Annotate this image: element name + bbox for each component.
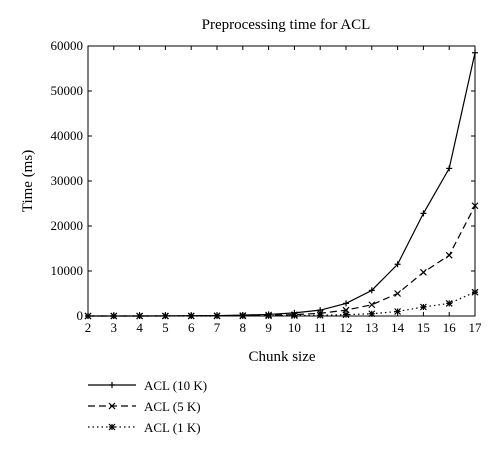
x-tick-label: 7 <box>214 320 221 335</box>
series-2-point <box>419 268 427 276</box>
series-3-point <box>290 312 298 319</box>
series-line-3 <box>88 291 476 317</box>
x-tick-label: 17 <box>469 320 483 335</box>
series-2-point <box>394 290 402 297</box>
x-tick-label: 10 <box>288 320 301 335</box>
x-tick-label: 8 <box>240 320 247 335</box>
series-1-point <box>368 287 375 294</box>
series-3-point <box>419 303 427 311</box>
x-tick-label: 12 <box>340 320 353 335</box>
series-line-1 <box>88 52 476 317</box>
x-tick-label: 13 <box>365 320 378 335</box>
x-tick-label: 14 <box>391 320 405 335</box>
series-3-point <box>342 311 350 319</box>
x-tick-label: 9 <box>265 320 272 335</box>
series-2-point <box>368 301 376 309</box>
x-axis-label: Chunk size <box>248 349 315 365</box>
x-ticks: 2 3 4 5 6 7 8 9 10 11 12 13 14 15 16 17 <box>85 46 482 335</box>
series-3-point <box>239 312 247 320</box>
chart-title: Preprocessing time for ACL <box>202 17 371 33</box>
series-1-point <box>317 307 324 314</box>
series-1-point <box>472 49 478 56</box>
legend-marker-1 <box>109 382 115 388</box>
series-group <box>84 49 479 320</box>
legend-marker-3 <box>108 423 116 431</box>
series-3-point <box>213 312 221 320</box>
y-tick-label: 40000 <box>51 128 84 143</box>
series-2-point <box>445 251 453 259</box>
series-3-point <box>394 308 402 315</box>
series-3-point <box>110 312 118 320</box>
y-tick-label: 60000 <box>51 38 84 53</box>
x-tick-label: 4 <box>136 320 143 335</box>
x-tick-label: 2 <box>85 320 92 335</box>
x-tick-label: 15 <box>417 320 430 335</box>
series-line-2 <box>88 205 476 317</box>
series-3-point <box>471 288 479 296</box>
series-2-point <box>471 202 479 210</box>
series-3-point <box>187 312 195 320</box>
series-3-point <box>265 312 273 320</box>
plot-frame <box>87 45 476 317</box>
legend-label-1: ACL (10 K) <box>144 378 207 393</box>
x-tick-label: 11 <box>314 320 327 335</box>
x-tick-label: 6 <box>188 320 195 335</box>
y-tick-label: 30000 <box>51 173 84 188</box>
x-tick-label: 16 <box>443 320 457 335</box>
series-3-point <box>136 312 144 320</box>
legend-label-2: ACL (5 K) <box>144 399 201 414</box>
legend-label-3: ACL (1 K) <box>144 420 201 435</box>
series-1-point <box>420 210 427 217</box>
y-tick-label: 10000 <box>51 263 84 278</box>
series-1-point <box>343 300 349 307</box>
y-tick-label: 20000 <box>51 218 84 233</box>
series-3-point <box>84 312 92 320</box>
x-tick-label: 3 <box>111 320 118 335</box>
series-1-point <box>394 261 401 268</box>
legend-marker-2 <box>108 402 116 410</box>
x-tick-label: 5 <box>162 320 169 335</box>
y-tick-label: 50000 <box>51 83 84 98</box>
series-3-point <box>368 310 376 318</box>
legend: ACL (10 K) ACL (5 K) ACL (1 K) <box>88 378 207 435</box>
series-1-point <box>446 165 453 172</box>
series-3-point <box>445 299 453 307</box>
y-axis-label: Time (ms) <box>20 150 36 212</box>
series-3-point <box>161 312 169 320</box>
y-ticks: 0 10000 20000 30000 40000 50000 60000 <box>51 38 475 323</box>
series-3-point <box>316 311 324 319</box>
y-tick-label: 0 <box>77 308 84 323</box>
